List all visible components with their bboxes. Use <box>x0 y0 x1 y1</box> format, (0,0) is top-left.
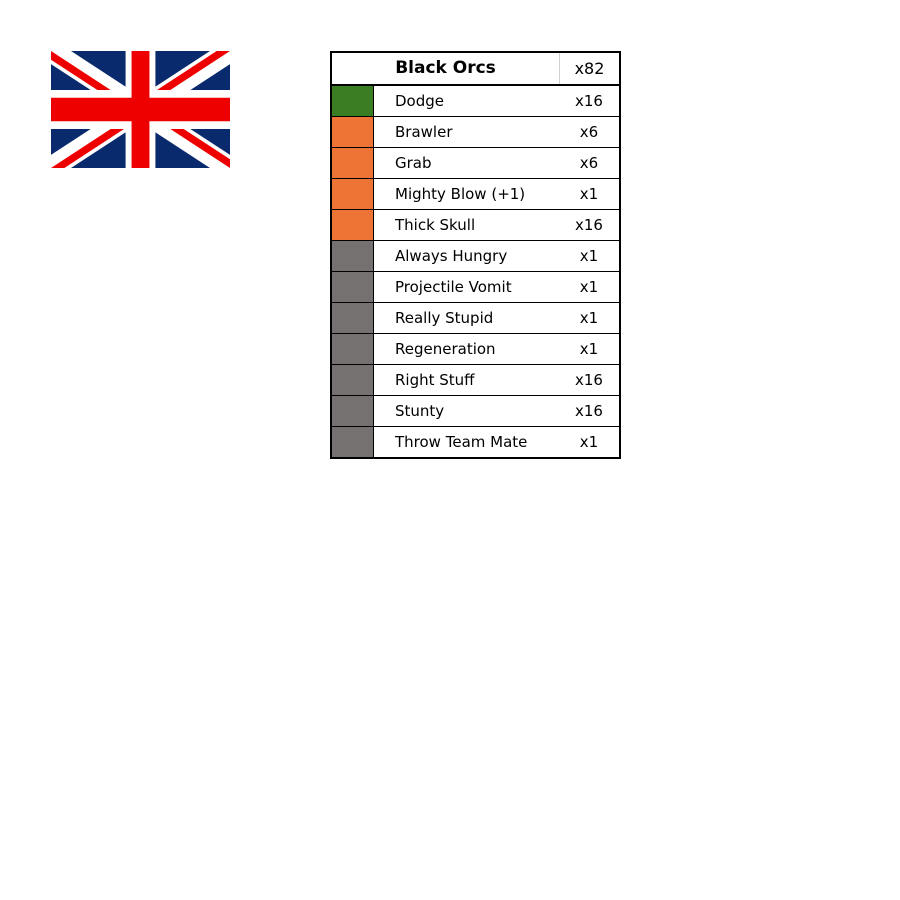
skill-count: x1 <box>579 433 599 451</box>
table-row: Right Stuff x16 <box>332 365 619 396</box>
table-row: Thick Skull x16 <box>332 210 619 241</box>
color-swatch <box>332 86 374 116</box>
skill-name: Right Stuff <box>395 371 475 389</box>
skill-count: x16 <box>575 402 603 420</box>
skill-name: Really Stupid <box>395 309 494 327</box>
color-swatch <box>332 117 374 147</box>
skill-count: x1 <box>579 309 599 327</box>
skill-name: Stunty <box>395 402 445 420</box>
table-header: Black Orcs x82 <box>332 53 619 86</box>
table-row: Brawler x6 <box>332 117 619 148</box>
table-row: Grab x6 <box>332 148 619 179</box>
color-swatch <box>332 427 374 457</box>
skill-count: x16 <box>575 216 603 234</box>
skill-name: Brawler <box>395 123 453 141</box>
skill-count: x6 <box>579 123 599 141</box>
team-total: x82 <box>574 59 605 78</box>
skill-count: x1 <box>579 185 599 203</box>
skill-name: Throw Team Mate <box>395 433 528 451</box>
skill-count: x6 <box>579 154 599 172</box>
color-swatch <box>332 210 374 240</box>
color-swatch <box>332 241 374 271</box>
skill-name: Dodge <box>395 92 444 110</box>
skill-name: Mighty Blow (+1) <box>395 185 526 203</box>
table-row: Mighty Blow (+1) x1 <box>332 179 619 210</box>
color-swatch <box>332 148 374 178</box>
skill-count: x1 <box>579 340 599 358</box>
skill-name: Thick Skull <box>395 216 476 234</box>
color-swatch <box>332 334 374 364</box>
skill-count: x16 <box>575 371 603 389</box>
table-row: Always Hungry x1 <box>332 241 619 272</box>
skill-count: x16 <box>575 92 603 110</box>
skill-name: Grab <box>395 154 432 172</box>
table-row: Dodge x16 <box>332 86 619 117</box>
color-swatch <box>332 303 374 333</box>
color-swatch <box>332 272 374 302</box>
skill-count: x1 <box>579 278 599 296</box>
color-swatch <box>332 396 374 426</box>
team-title: Black Orcs <box>332 53 560 84</box>
skill-name: Regeneration <box>395 340 496 358</box>
table-row: Really Stupid x1 <box>332 303 619 334</box>
table-row: Stunty x16 <box>332 396 619 427</box>
table-row: Regeneration x1 <box>332 334 619 365</box>
union-jack-flag-icon <box>51 51 230 168</box>
table-row: Throw Team Mate x1 <box>332 427 619 457</box>
table-row: Projectile Vomit x1 <box>332 272 619 303</box>
skill-name: Projectile Vomit <box>395 278 512 296</box>
color-swatch <box>332 179 374 209</box>
skill-name: Always Hungry <box>395 247 508 265</box>
color-swatch <box>332 365 374 395</box>
skills-table: Black Orcs x82 Dodge x16 Brawler x6 Grab x6 Mi… <box>330 51 621 459</box>
skill-count: x1 <box>579 247 599 265</box>
